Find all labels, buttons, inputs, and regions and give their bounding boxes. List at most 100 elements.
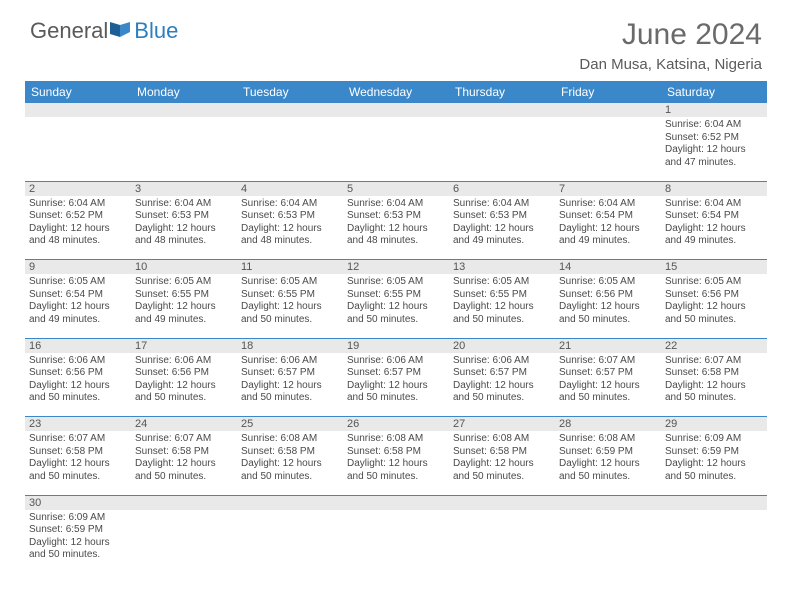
day-number: 2 xyxy=(25,181,131,196)
day-number: 10 xyxy=(131,260,237,275)
daylight-line: Daylight: 12 hours and 50 minutes. xyxy=(347,380,445,405)
day-info-row: Sunrise: 6:06 AMSunset: 6:56 PMDaylight:… xyxy=(25,353,767,417)
day-number: 24 xyxy=(131,417,237,432)
day-info-row: Sunrise: 6:09 AMSunset: 6:59 PMDaylight:… xyxy=(25,510,767,574)
day-number xyxy=(449,103,555,117)
day-number: 4 xyxy=(237,181,343,196)
day-cell: Sunrise: 6:09 AMSunset: 6:59 PMDaylight:… xyxy=(25,510,131,574)
day-cell xyxy=(343,510,449,574)
daylight-line: Daylight: 12 hours and 50 minutes. xyxy=(453,458,551,483)
sunset-line: Sunset: 6:52 PM xyxy=(665,132,763,145)
day-info-row: Sunrise: 6:05 AMSunset: 6:54 PMDaylight:… xyxy=(25,274,767,338)
day-cell xyxy=(237,510,343,574)
day-cell: Sunrise: 6:05 AMSunset: 6:55 PMDaylight:… xyxy=(343,274,449,338)
day-info-row: Sunrise: 6:07 AMSunset: 6:58 PMDaylight:… xyxy=(25,431,767,495)
day-cell: Sunrise: 6:06 AMSunset: 6:56 PMDaylight:… xyxy=(25,353,131,417)
sunrise-line: Sunrise: 6:07 AM xyxy=(135,433,233,446)
sunrise-line: Sunrise: 6:09 AM xyxy=(29,512,127,525)
dayhead-thu: Thursday xyxy=(449,81,555,103)
sunset-line: Sunset: 6:57 PM xyxy=(241,367,339,380)
sunrise-line: Sunrise: 6:08 AM xyxy=(453,433,551,446)
daylight-line: Daylight: 12 hours and 50 minutes. xyxy=(135,380,233,405)
sunset-line: Sunset: 6:57 PM xyxy=(347,367,445,380)
sunrise-line: Sunrise: 6:04 AM xyxy=(241,198,339,211)
daynum-row: 1 xyxy=(25,103,767,117)
daylight-line: Daylight: 12 hours and 50 minutes. xyxy=(665,380,763,405)
day-number: 8 xyxy=(661,181,767,196)
day-number: 7 xyxy=(555,181,661,196)
sunrise-line: Sunrise: 6:07 AM xyxy=(559,355,657,368)
day-number: 3 xyxy=(131,181,237,196)
calendar-table: Sunday Monday Tuesday Wednesday Thursday… xyxy=(25,81,767,574)
day-cell xyxy=(449,510,555,574)
day-cell xyxy=(555,117,661,181)
sunrise-line: Sunrise: 6:09 AM xyxy=(665,433,763,446)
sunrise-line: Sunrise: 6:06 AM xyxy=(347,355,445,368)
sunset-line: Sunset: 6:58 PM xyxy=(135,446,233,459)
day-number: 11 xyxy=(237,260,343,275)
day-cell: Sunrise: 6:04 AMSunset: 6:53 PMDaylight:… xyxy=(131,196,237,260)
sunset-line: Sunset: 6:52 PM xyxy=(29,210,127,223)
sunset-line: Sunset: 6:55 PM xyxy=(347,289,445,302)
sunset-line: Sunset: 6:57 PM xyxy=(559,367,657,380)
day-number xyxy=(343,495,449,510)
sunset-line: Sunset: 6:55 PM xyxy=(453,289,551,302)
sunrise-line: Sunrise: 6:06 AM xyxy=(241,355,339,368)
day-cell xyxy=(131,510,237,574)
day-cell: Sunrise: 6:05 AMSunset: 6:54 PMDaylight:… xyxy=(25,274,131,338)
sunset-line: Sunset: 6:53 PM xyxy=(241,210,339,223)
sunrise-line: Sunrise: 6:06 AM xyxy=(135,355,233,368)
logo: General Blue xyxy=(30,18,178,44)
daylight-line: Daylight: 12 hours and 50 minutes. xyxy=(665,301,763,326)
day-cell: Sunrise: 6:08 AMSunset: 6:58 PMDaylight:… xyxy=(343,431,449,495)
daylight-line: Daylight: 12 hours and 49 minutes. xyxy=(29,301,127,326)
sunrise-line: Sunrise: 6:08 AM xyxy=(347,433,445,446)
sunset-line: Sunset: 6:58 PM xyxy=(241,446,339,459)
day-cell: Sunrise: 6:05 AMSunset: 6:56 PMDaylight:… xyxy=(555,274,661,338)
day-cell: Sunrise: 6:04 AMSunset: 6:53 PMDaylight:… xyxy=(237,196,343,260)
sunset-line: Sunset: 6:54 PM xyxy=(29,289,127,302)
sunset-line: Sunset: 6:59 PM xyxy=(665,446,763,459)
daylight-line: Daylight: 12 hours and 49 minutes. xyxy=(559,223,657,248)
dayhead-wed: Wednesday xyxy=(343,81,449,103)
daynum-row: 16171819202122 xyxy=(25,338,767,353)
day-number xyxy=(237,495,343,510)
daynum-row: 2345678 xyxy=(25,181,767,196)
sunset-line: Sunset: 6:56 PM xyxy=(135,367,233,380)
day-number: 30 xyxy=(25,495,131,510)
day-number xyxy=(237,103,343,117)
day-number: 12 xyxy=(343,260,449,275)
daylight-line: Daylight: 12 hours and 50 minutes. xyxy=(241,380,339,405)
day-cell: Sunrise: 6:05 AMSunset: 6:56 PMDaylight:… xyxy=(661,274,767,338)
day-cell: Sunrise: 6:09 AMSunset: 6:59 PMDaylight:… xyxy=(661,431,767,495)
logo-text-blue: Blue xyxy=(134,18,178,44)
day-number: 23 xyxy=(25,417,131,432)
daynum-row: 9101112131415 xyxy=(25,260,767,275)
day-cell: Sunrise: 6:07 AMSunset: 6:57 PMDaylight:… xyxy=(555,353,661,417)
sunset-line: Sunset: 6:59 PM xyxy=(559,446,657,459)
day-number: 21 xyxy=(555,338,661,353)
day-cell: Sunrise: 6:08 AMSunset: 6:58 PMDaylight:… xyxy=(449,431,555,495)
day-number: 17 xyxy=(131,338,237,353)
daylight-line: Daylight: 12 hours and 50 minutes. xyxy=(347,301,445,326)
day-cell xyxy=(555,510,661,574)
sunset-line: Sunset: 6:58 PM xyxy=(665,367,763,380)
location: Dan Musa, Katsina, Nigeria xyxy=(579,56,762,73)
day-number: 6 xyxy=(449,181,555,196)
day-number: 29 xyxy=(661,417,767,432)
day-number: 27 xyxy=(449,417,555,432)
sunset-line: Sunset: 6:56 PM xyxy=(29,367,127,380)
day-cell: Sunrise: 6:04 AMSunset: 6:54 PMDaylight:… xyxy=(555,196,661,260)
month-title: June 2024 xyxy=(579,18,762,52)
day-number: 5 xyxy=(343,181,449,196)
daylight-line: Daylight: 12 hours and 50 minutes. xyxy=(135,458,233,483)
sunrise-line: Sunrise: 6:05 AM xyxy=(29,276,127,289)
daylight-line: Daylight: 12 hours and 50 minutes. xyxy=(453,301,551,326)
header: General Blue June 2024 Dan Musa, Katsina… xyxy=(0,0,792,81)
daylight-line: Daylight: 12 hours and 50 minutes. xyxy=(453,380,551,405)
sunrise-line: Sunrise: 6:08 AM xyxy=(559,433,657,446)
dayhead-fri: Friday xyxy=(555,81,661,103)
day-number: 13 xyxy=(449,260,555,275)
sunset-line: Sunset: 6:58 PM xyxy=(29,446,127,459)
sunset-line: Sunset: 6:58 PM xyxy=(347,446,445,459)
